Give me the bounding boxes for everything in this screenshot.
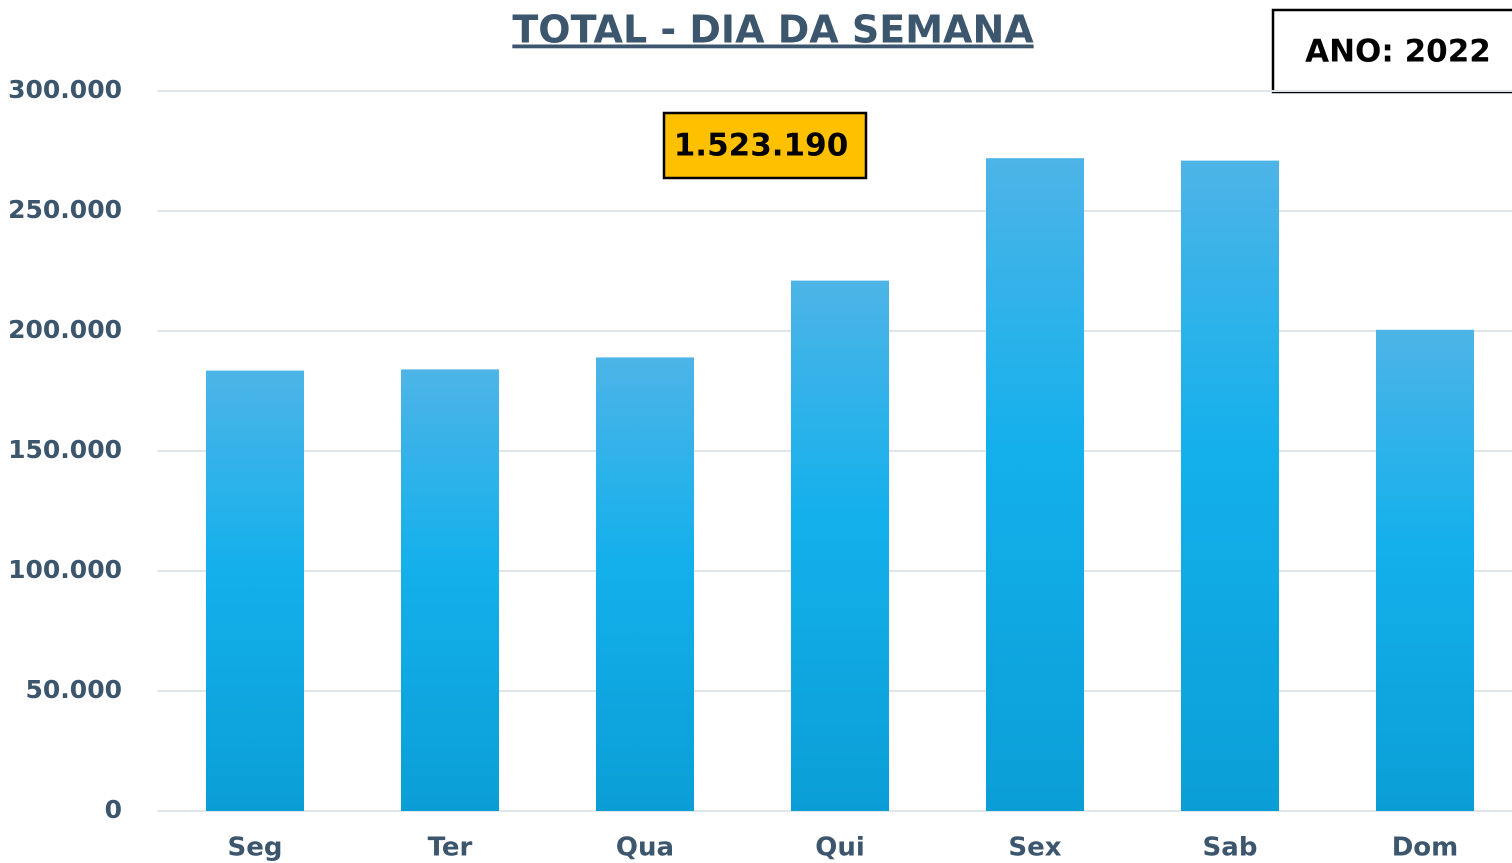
y-tick-label: 100.000: [8, 555, 122, 584]
x-tick-label: Sex: [1008, 833, 1061, 863]
total-box: [662, 111, 868, 180]
year-box: [1271, 8, 1512, 94]
total-label: 1.523.190: [674, 128, 849, 164]
y-tick-label: 50.000: [26, 675, 122, 704]
x-tick-label: Qua: [616, 833, 674, 863]
bar: [596, 357, 694, 811]
bar: [401, 369, 499, 811]
x-tick-label: Qui: [815, 833, 865, 863]
y-tick-label: 150.000: [8, 435, 122, 464]
y-tick-label: 300.000: [8, 75, 122, 104]
y-tick-label: 200.000: [8, 315, 122, 344]
y-tick-label: 250.000: [8, 195, 122, 224]
bar: [206, 370, 304, 811]
bar: [986, 158, 1084, 811]
bar: [1181, 160, 1279, 812]
x-tick-label: Sab: [1203, 833, 1258, 863]
bar: [1376, 329, 1474, 811]
x-tick-label: Dom: [1392, 833, 1459, 863]
y-tick-label: 0: [105, 795, 122, 824]
x-tick-label: Ter: [428, 833, 473, 863]
bar: [791, 280, 889, 812]
x-tick-label: Seg: [228, 833, 283, 863]
year-label: ANO: 2022: [1305, 34, 1491, 70]
chart-title: TOTAL - DIA DA SEMANA: [512, 8, 1034, 52]
